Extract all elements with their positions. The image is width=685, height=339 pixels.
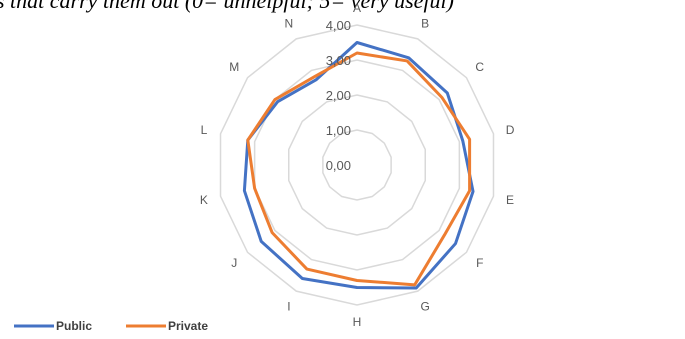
series-lines xyxy=(242,41,475,290)
category-label: B xyxy=(421,17,429,31)
category-label: M xyxy=(229,60,239,74)
category-label: G xyxy=(420,299,429,313)
category-label: J xyxy=(231,256,237,270)
category-label: C xyxy=(475,60,484,74)
category-label: D xyxy=(506,123,515,137)
tick-label: 0,00 xyxy=(326,158,351,173)
legend-entry: Public xyxy=(56,319,92,333)
category-label: A xyxy=(353,1,361,15)
tick-labels: 0,00 1,00 2,00 3,00 4,00 xyxy=(326,18,351,173)
category-label: H xyxy=(353,315,362,329)
series-line-public xyxy=(242,41,475,290)
grid-ring xyxy=(253,59,461,271)
legend-entry: Private xyxy=(168,319,208,333)
grid-lines xyxy=(219,24,495,306)
category-label: F xyxy=(476,256,483,270)
tick-label: 2,00 xyxy=(326,88,351,103)
category-labels: A B C D E F G H I J K L M N xyxy=(200,1,515,329)
grid-ring xyxy=(288,94,426,236)
legend: Public Private xyxy=(14,319,208,333)
category-label: E xyxy=(506,193,514,207)
tick-label: 4,00 xyxy=(326,18,351,33)
category-label: L xyxy=(201,123,208,137)
category-label: N xyxy=(285,17,294,31)
grid-ring xyxy=(322,129,392,201)
tick-label: 3,00 xyxy=(326,53,351,68)
tick-label: 1,00 xyxy=(326,123,351,138)
series-line-private xyxy=(246,51,472,287)
grid-ring xyxy=(219,24,495,306)
category-label: K xyxy=(200,193,208,207)
category-label: I xyxy=(287,299,290,313)
chart-caption: s that carry them out (0= unhelpful; 5= … xyxy=(0,0,454,13)
